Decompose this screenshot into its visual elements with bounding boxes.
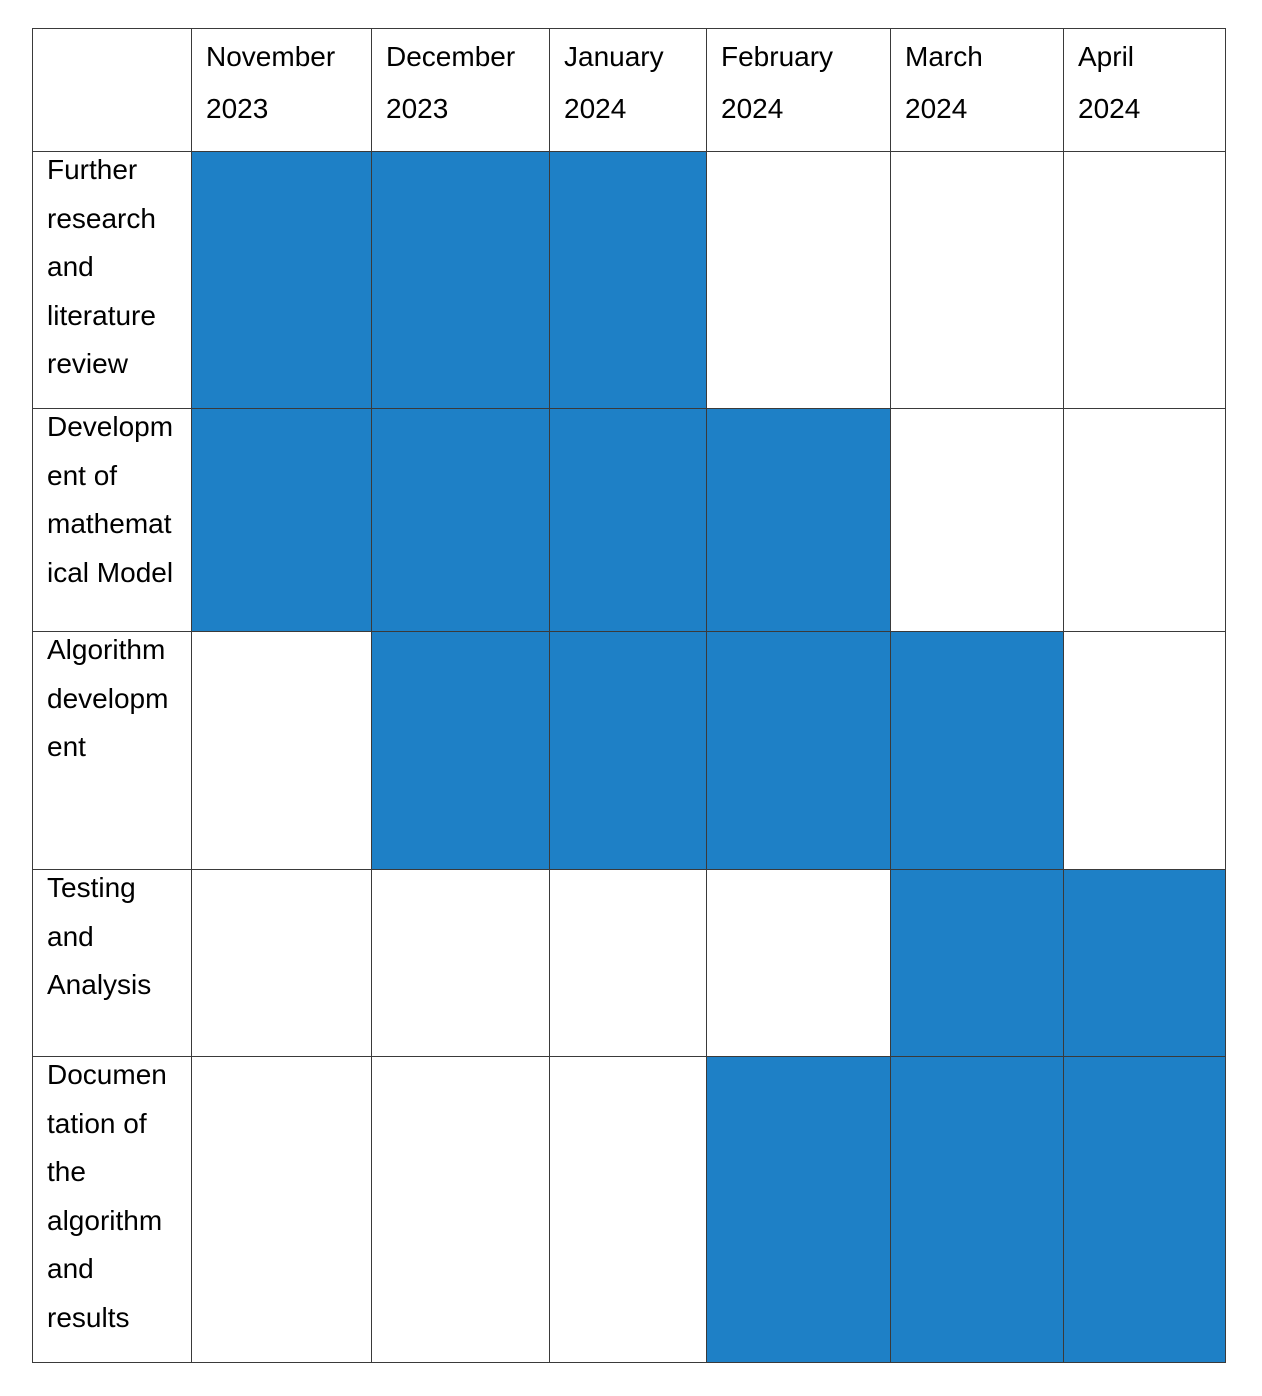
schedule-cell — [1063, 151, 1226, 409]
schedule-cell — [890, 151, 1064, 409]
task-row: Further research and literature review — [32, 151, 1226, 409]
month-label: February 2024 — [721, 41, 834, 124]
schedule-cell-active — [371, 408, 550, 632]
month-header: March 2024 — [890, 28, 1064, 152]
schedule-cell — [549, 869, 707, 1057]
schedule-cell-active — [890, 1056, 1064, 1363]
schedule-cell — [706, 151, 891, 409]
task-label: Algorithm developm ent — [47, 634, 169, 762]
schedule-cell — [706, 869, 891, 1057]
schedule-cell-active — [371, 631, 550, 870]
schedule-cell — [191, 631, 372, 870]
task-row: Developm ent of mathemat ical Model — [32, 408, 1226, 632]
schedule-cell — [1063, 631, 1226, 870]
schedule-cell — [191, 869, 372, 1057]
schedule-cell — [191, 1056, 372, 1363]
month-label: March 2024 — [905, 41, 983, 124]
task-label: Testing and Analysis — [47, 872, 152, 1000]
task-label-cell: Algorithm developm ent — [32, 631, 192, 870]
task-label-cell: Developm ent of mathemat ical Model — [32, 408, 192, 632]
header-row: November 2023 December 2023 January 2024… — [32, 28, 1226, 152]
task-label-cell: Documen tation of the algorithm and resu… — [32, 1056, 192, 1363]
month-header: February 2024 — [706, 28, 891, 152]
task-label: Developm ent of mathemat ical Model — [47, 411, 174, 588]
schedule-cell — [549, 1056, 707, 1363]
task-label: Documen tation of the algorithm and resu… — [47, 1059, 167, 1333]
schedule-cell-active — [706, 408, 891, 632]
month-header: April 2024 — [1063, 28, 1226, 152]
schedule-cell — [371, 1056, 550, 1363]
month-header: December 2023 — [371, 28, 550, 152]
schedule-cell-active — [191, 408, 372, 632]
month-label: November 2023 — [206, 41, 336, 124]
month-label: January 2024 — [564, 41, 664, 124]
schedule-cell — [890, 408, 1064, 632]
gantt-table: November 2023 December 2023 January 2024… — [32, 28, 1226, 1363]
schedule-cell-active — [706, 1056, 891, 1363]
schedule-cell-active — [1063, 1056, 1226, 1363]
schedule-cell-active — [191, 151, 372, 409]
month-label: December 2023 — [386, 41, 516, 124]
schedule-cell-active — [549, 631, 707, 870]
schedule-cell-active — [890, 631, 1064, 870]
task-row: Testing and Analysis — [32, 869, 1226, 1057]
task-row: Documen tation of the algorithm and resu… — [32, 1056, 1226, 1363]
month-label: April 2024 — [1078, 41, 1141, 124]
task-label: Further research and literature review — [47, 154, 156, 379]
schedule-cell — [371, 869, 550, 1057]
schedule-cell-active — [549, 151, 707, 409]
schedule-cell — [1063, 408, 1226, 632]
task-label-cell: Testing and Analysis — [32, 869, 192, 1057]
schedule-cell-active — [371, 151, 550, 409]
schedule-cell-active — [706, 631, 891, 870]
schedule-cell-active — [890, 869, 1064, 1057]
schedule-cell-active — [1063, 869, 1226, 1057]
task-label-cell: Further research and literature review — [32, 151, 192, 409]
schedule-cell-active — [549, 408, 707, 632]
month-header: January 2024 — [549, 28, 707, 152]
month-header: November 2023 — [191, 28, 372, 152]
corner-cell — [32, 28, 192, 152]
task-row: Algorithm developm ent — [32, 631, 1226, 870]
